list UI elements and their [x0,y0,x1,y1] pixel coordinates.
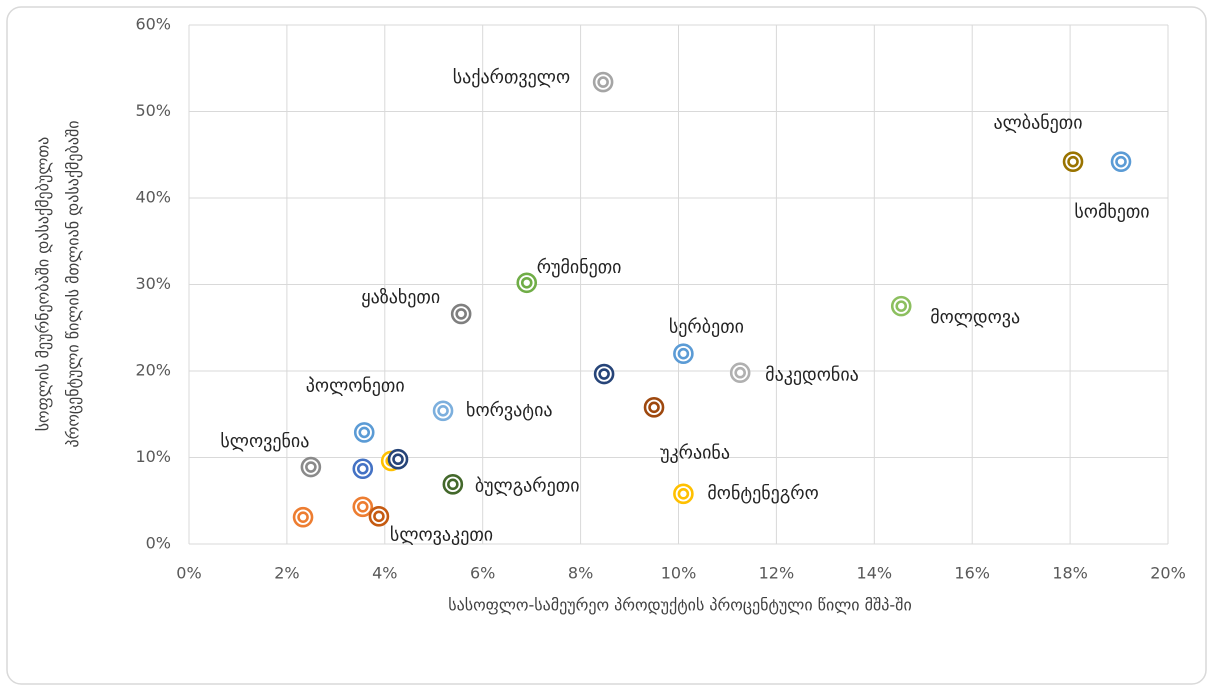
point-label: სლოვაკეთი [390,524,493,545]
marker-outer [368,506,390,527]
marker-inner [392,453,404,466]
x-tick-label: 0% [176,564,201,583]
x-tick-label: 14% [857,564,893,583]
marker [450,303,472,325]
y-tick-label: 0% [146,534,171,553]
marker-outer [442,474,464,495]
marker [432,400,454,422]
x-tick-label: 20% [1150,564,1186,583]
marker-inner [895,300,908,312]
marker [1062,151,1084,172]
marker-outer [729,362,751,384]
y-tick-label: 20% [135,361,171,380]
marker-outer [890,295,912,317]
point-label: სერბეთი [669,317,744,338]
point-label: უკრაინა [660,442,730,463]
x-tick-label: 2% [274,564,299,583]
marker [292,506,314,528]
point-label: მაკედონია [765,365,859,386]
marker-outer [592,71,614,93]
marker [593,363,615,385]
point-label: პოლონეთი [306,375,405,396]
marker-inner [373,510,385,523]
marker-outer [450,303,472,325]
point-label: სლოვენია [220,431,309,452]
marker-outer [352,496,374,518]
marker-inner [598,368,610,380]
marker [353,422,375,443]
x-tick-label: 6% [470,564,495,583]
y-tick-label: 40% [135,188,171,207]
marker-outer [673,343,694,365]
marker-inner [1067,155,1079,168]
point-label: მონტენეგრო [707,483,818,504]
marker-outer [352,458,374,480]
marker-outer [353,422,375,443]
point-label: ბულგარეთი [475,475,580,496]
marker [643,397,665,418]
marker [729,362,751,384]
marker [890,295,912,317]
y-tick-label: 60% [135,15,171,34]
marker [352,458,374,480]
x-tick-label: 8% [568,564,593,583]
marker-outer [300,456,322,478]
marker-inner [358,426,371,439]
x-tick-label: 10% [661,564,697,583]
marker-outer [516,272,538,294]
marker-inner [305,461,317,473]
marker-inner [597,76,609,88]
marker-outer [432,400,454,422]
marker-outer [643,397,665,418]
point-label: ხორვატია [466,400,552,421]
marker [300,456,322,478]
marker-inner [734,366,746,379]
marker [673,343,694,365]
x-axis-title: სასოფლო-სამეურეო პროდუქტის პროცენტული წი… [448,596,912,615]
marker-inner [447,478,459,491]
marker-inner [648,401,660,414]
point-label: სომხეთი [1074,202,1149,223]
y-tick-label: 10% [135,447,171,466]
marker-outer [292,506,314,528]
marker-outer [593,363,615,385]
y-tick-label: 30% [135,274,171,293]
y-axis-title-line: პროცენტული წილის მთლიან დასაქმებაში [64,120,83,447]
marker [442,474,464,495]
marker-inner [1115,155,1127,168]
x-tick-label: 18% [1052,564,1088,583]
marker-inner [297,511,309,523]
x-tick-label: 12% [759,564,795,583]
marker-inner [455,308,467,320]
point-label: საქართველო [453,67,570,88]
marker-outer [673,483,694,505]
marker-outer [387,448,409,470]
marker [352,496,374,518]
point-label: ყაზახეთი [361,287,440,308]
y-axis-title-line: სოფლის მეურნეობაში დასაქმებულთა [34,137,53,432]
point-label: მოლდოვა [930,307,1020,328]
marker-inner [677,488,690,500]
x-tick-label: 16% [954,564,990,583]
y-tick-label: 50% [135,101,171,120]
y-axis-title: სოფლის მეურნეობაში დასაქმებულთა პროცენტუ… [34,120,83,447]
point-label: ალბანეთი [994,113,1083,134]
marker [368,506,390,527]
marker-inner [437,404,449,417]
marker-inner [520,276,533,289]
marker-inner [356,462,369,475]
point-label: რუმინეთი [537,257,622,278]
marker [673,483,694,505]
marker-outer [1062,151,1084,172]
marker-outer [1110,151,1132,172]
marker [592,71,614,93]
marker [516,272,538,294]
marker [1110,151,1132,172]
marker-inner [356,501,369,513]
marker [387,448,409,470]
x-tick-label: 4% [372,564,397,583]
marker-inner [677,347,690,360]
